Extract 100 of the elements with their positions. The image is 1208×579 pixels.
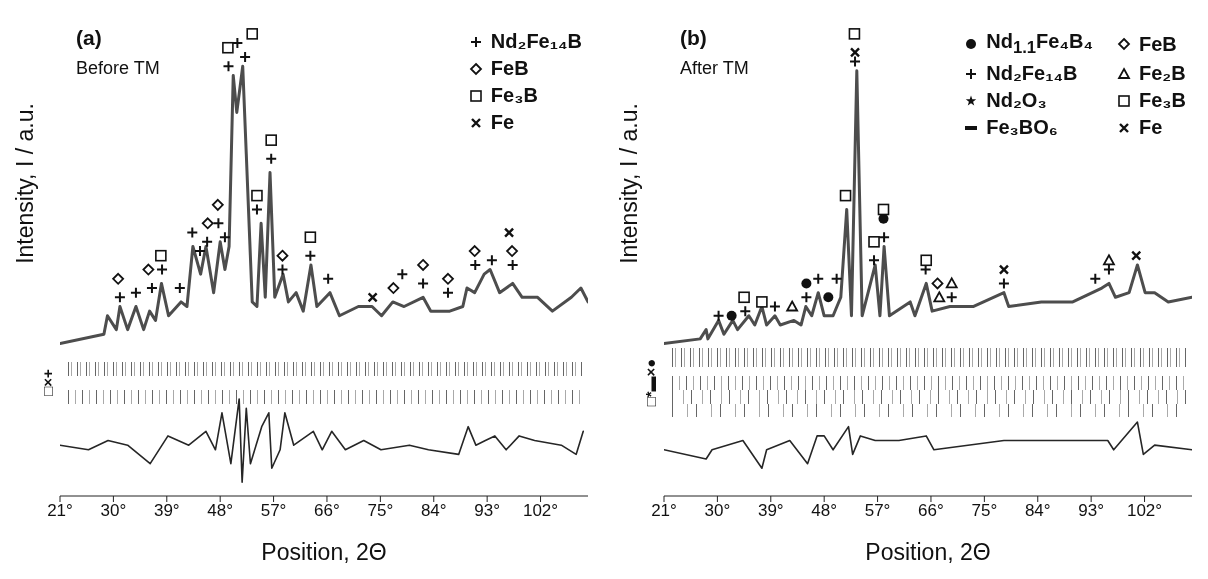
legend-label: Nd₂O₃ bbox=[986, 89, 1047, 112]
y-axis-title: Intensity, I / a.u. bbox=[11, 102, 38, 264]
point bbox=[251, 189, 263, 202]
point bbox=[304, 249, 317, 262]
point bbox=[212, 217, 225, 230]
point bbox=[387, 282, 400, 294]
annotation: (a) bbox=[76, 26, 102, 49]
annotation: After TM bbox=[680, 58, 749, 78]
point bbox=[201, 217, 214, 230]
point bbox=[877, 203, 890, 216]
legend-label: Fe₃BO₆ bbox=[986, 116, 1058, 139]
x-tick-label: 75° bbox=[367, 501, 394, 521]
point bbox=[503, 227, 515, 238]
x-tick-label: 66° bbox=[314, 501, 340, 521]
point bbox=[222, 41, 234, 54]
point bbox=[920, 254, 933, 267]
point bbox=[768, 300, 781, 313]
legend-label: Nd₂Fe₁₄B bbox=[490, 30, 582, 53]
point bbox=[246, 28, 259, 40]
legend-label: Nd$_{1.1}$Fe₄B₄ bbox=[986, 30, 1093, 58]
x-tick-label: 21° bbox=[47, 501, 73, 521]
point bbox=[250, 203, 263, 216]
point bbox=[468, 245, 481, 257]
point bbox=[265, 152, 278, 165]
point bbox=[113, 291, 126, 304]
x-tick-label: 84° bbox=[1024, 501, 1051, 521]
point bbox=[849, 47, 861, 58]
point bbox=[868, 236, 880, 248]
x-axis-title: Position, 2Θ bbox=[261, 539, 387, 565]
point bbox=[945, 291, 958, 304]
point bbox=[222, 60, 235, 73]
text: □*▬×● bbox=[642, 358, 660, 407]
point bbox=[265, 134, 277, 146]
legend-label: Fe₂B bbox=[1138, 62, 1186, 85]
point bbox=[998, 264, 1010, 275]
x-tick-label: 30° bbox=[704, 501, 731, 521]
point bbox=[155, 249, 167, 262]
point bbox=[129, 286, 142, 299]
x-tick-label: 39° bbox=[757, 501, 784, 521]
point bbox=[878, 231, 891, 244]
point bbox=[417, 277, 430, 290]
point bbox=[756, 296, 768, 308]
y-axis-title: Intensity, I / a.u. bbox=[615, 102, 642, 264]
text: □×+ bbox=[38, 369, 56, 397]
x-tick-label: 57° bbox=[864, 501, 891, 521]
x-tick-label: 102° bbox=[522, 501, 559, 521]
point bbox=[786, 300, 799, 312]
point bbox=[931, 277, 944, 290]
point bbox=[712, 309, 725, 322]
legend-label: Nd₂Fe₁₄B bbox=[986, 62, 1078, 85]
point bbox=[218, 231, 231, 244]
point bbox=[830, 272, 843, 285]
point bbox=[738, 291, 750, 304]
legend-label: Fe bbox=[1138, 116, 1163, 139]
point bbox=[396, 268, 409, 281]
point bbox=[839, 189, 852, 202]
legend-label: Fe bbox=[490, 111, 515, 134]
point bbox=[417, 259, 429, 271]
x-tick-label: 102° bbox=[1126, 501, 1163, 521]
x-tick-label: 57° bbox=[260, 501, 287, 521]
point bbox=[997, 277, 1010, 290]
point bbox=[201, 235, 214, 248]
point bbox=[304, 231, 317, 243]
point bbox=[156, 263, 169, 276]
point bbox=[1089, 272, 1102, 285]
x-tick-label: 75° bbox=[971, 501, 998, 521]
point bbox=[848, 28, 861, 40]
point bbox=[1103, 254, 1115, 266]
x-tick-label: 30° bbox=[100, 501, 127, 521]
x-tick-label: 39° bbox=[153, 501, 180, 521]
annotation: Before TM bbox=[76, 58, 160, 78]
legend-label: FeB bbox=[1138, 32, 1177, 56]
point bbox=[506, 245, 518, 257]
x-tick-label: 48° bbox=[811, 501, 838, 521]
x-tick-label: 93° bbox=[1078, 501, 1105, 521]
x-tick-label: 21° bbox=[651, 501, 677, 521]
x-axis-title: Position, 2Θ bbox=[865, 539, 991, 565]
point bbox=[1131, 250, 1142, 261]
point bbox=[800, 291, 813, 304]
point bbox=[276, 249, 289, 262]
point bbox=[933, 291, 946, 303]
point bbox=[211, 198, 224, 211]
x-tick-label: 93° bbox=[474, 501, 501, 521]
point bbox=[276, 263, 289, 276]
point bbox=[442, 272, 454, 285]
point bbox=[322, 272, 335, 285]
point bbox=[186, 226, 199, 239]
point bbox=[849, 55, 862, 68]
point bbox=[945, 277, 958, 289]
legend-label: Fe₃B bbox=[1138, 89, 1186, 112]
point bbox=[812, 272, 825, 285]
legend-label: FeB bbox=[490, 57, 529, 80]
point bbox=[801, 278, 812, 289]
x-tick-label: 84° bbox=[420, 501, 447, 521]
point bbox=[112, 272, 125, 285]
point bbox=[823, 292, 834, 303]
x-tick-label: 66° bbox=[918, 501, 944, 521]
point bbox=[367, 292, 378, 303]
point bbox=[739, 305, 752, 318]
annotation: (b) bbox=[680, 26, 707, 49]
